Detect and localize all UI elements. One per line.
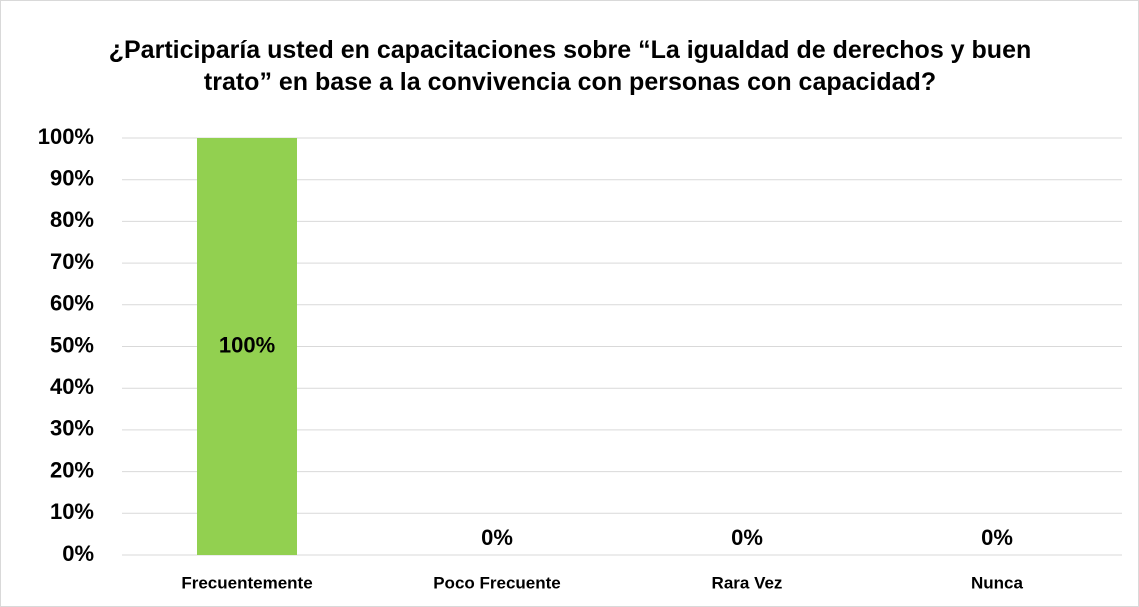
y-tick-label: 20% [50, 457, 94, 482]
x-tick-label: Nunca [971, 573, 1024, 592]
y-tick-label: 10% [50, 499, 94, 524]
y-tick-label: 0% [62, 541, 94, 566]
chart-title: ¿Participaría usted en capacitaciones so… [108, 36, 1032, 96]
y-tick-label: 90% [50, 166, 94, 191]
y-tick-label: 40% [50, 374, 94, 399]
y-tick-label: 60% [50, 291, 94, 316]
y-tick-label: 70% [50, 249, 94, 274]
data-label: 100% [219, 332, 275, 357]
x-tick-label: Rara Vez [712, 573, 783, 592]
y-tick-label: 100% [38, 124, 94, 149]
bar [197, 138, 297, 555]
data-label: 0% [981, 525, 1013, 550]
y-tick-label: 30% [50, 416, 94, 441]
x-tick-label: Frecuentemente [181, 573, 312, 592]
y-tick-label: 80% [50, 207, 94, 232]
x-tick-label: Poco Frecuente [433, 573, 561, 592]
data-label: 0% [731, 525, 763, 550]
data-label: 0% [481, 525, 513, 550]
y-tick-label: 50% [50, 332, 94, 357]
